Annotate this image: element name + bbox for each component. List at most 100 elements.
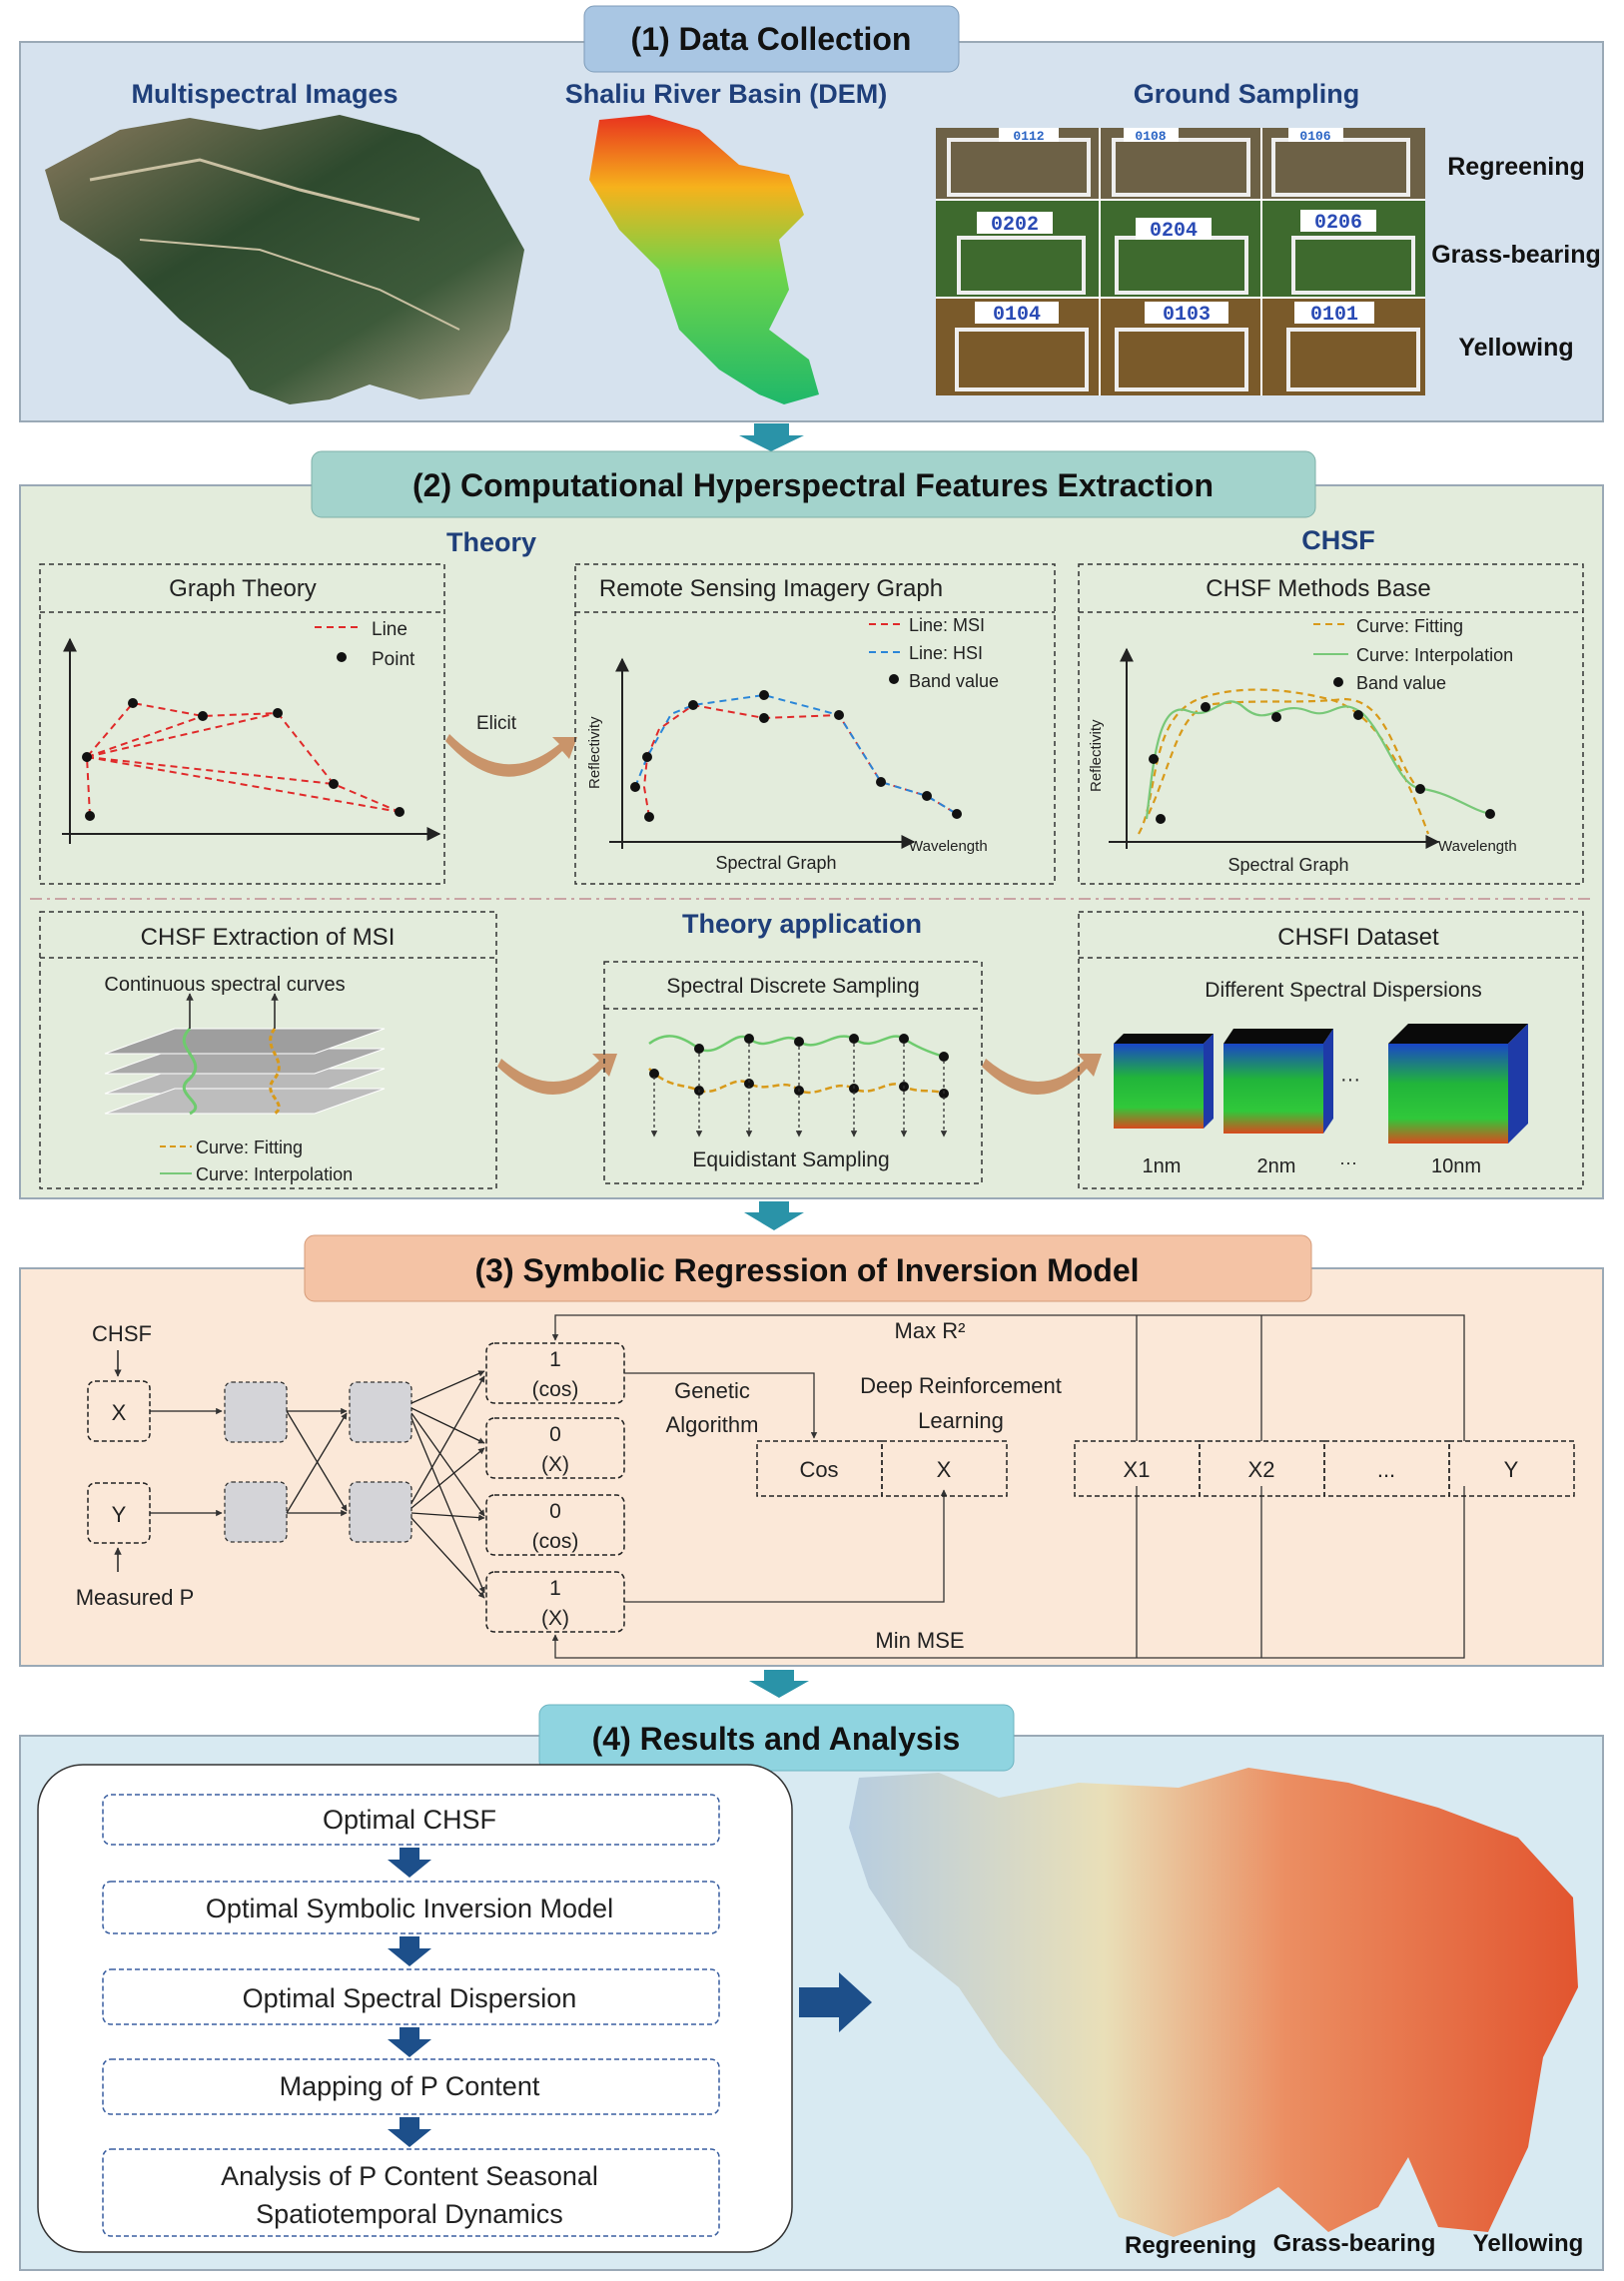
legend-line-msi: Line: MSI — [909, 615, 985, 635]
section3-title-box — [304, 1234, 1312, 1302]
section4-title-box — [538, 1704, 1015, 1772]
step-mapping: Mapping of P Content — [280, 2071, 540, 2101]
var-y: Y — [1504, 1457, 1519, 1482]
step-optimal-model: Optimal Symbolic Inversion Model — [206, 1894, 613, 1923]
plot-tag: 0202 — [991, 214, 1039, 237]
msi-legend-fitting: Curve: Fitting — [196, 1138, 303, 1157]
measured-p-label: Measured P — [76, 1585, 195, 1610]
legend-curve-fitting: Curve: Fitting — [1356, 616, 1463, 636]
slot-2-func: (X) — [541, 1453, 569, 1476]
chsf-input-label: CHSF — [92, 1321, 152, 1346]
chsfi-dataset-box — [1078, 911, 1584, 1189]
p-content-map — [849, 1768, 1578, 2237]
row-label-regreening: Regreening — [1447, 153, 1585, 181]
step-optimal-dispersion: Optimal Spectral Dispersion — [243, 1983, 577, 2013]
genetic-algorithm-label-2: Algorithm — [666, 1412, 759, 1437]
chsf-extraction-msi-box — [39, 911, 497, 1189]
mb-caption: Spectral Graph — [1227, 855, 1348, 875]
section4-title: (4) Results and Analysis — [592, 1721, 961, 1757]
section1-title-box — [583, 5, 960, 73]
flow-arrow-msi — [497, 1054, 617, 1096]
section2-title-box — [311, 450, 1316, 518]
section1-title: (1) Data Collection — [631, 21, 912, 57]
rsi-ylabel: Reflectivity — [586, 716, 603, 789]
rs-imagery-graph-box — [574, 563, 1056, 885]
rs-imagery-graph-title: Remote Sensing Imagery Graph — [599, 575, 943, 602]
ground-sampling-label: Ground Sampling — [1134, 79, 1360, 109]
row-label-grass-bearing: Grass-bearing — [1431, 241, 1601, 269]
slot-4-func: (X) — [541, 1607, 569, 1630]
step-optimal-chsf: Optimal CHSF — [323, 1805, 496, 1835]
mb-ylabel: Reflectivity — [1088, 719, 1105, 792]
cube-2nm — [1223, 1029, 1333, 1134]
elicit-label: Elicit — [476, 713, 517, 734]
max-r2-label: Max R² — [895, 1318, 966, 1343]
msi-legend-interpolation: Curve: Interpolation — [196, 1164, 353, 1184]
multispectral-image — [45, 115, 524, 404]
spectral-dispersions-label: Different Spectral Dispersions — [1205, 979, 1481, 1002]
equidistant-sampling-label: Equidistant Sampling — [692, 1148, 889, 1171]
msi-layer-stack — [104, 1028, 386, 1115]
theory-label: Theory — [446, 527, 536, 557]
graph-theory-box — [39, 563, 445, 885]
spectral-discrete-sampling-title: Spectral Discrete Sampling — [666, 975, 919, 998]
section3-title: (3) Symbolic Regression of Inversion Mod… — [474, 1252, 1139, 1288]
drl-label-1: Deep Reinforcement — [860, 1373, 1062, 1398]
map-label-yellowing: Yellowing — [1473, 2230, 1584, 2257]
var-x2: X2 — [1248, 1457, 1275, 1482]
step-down-arrows — [388, 1848, 431, 2147]
spectral-discrete-sampling-box — [603, 961, 983, 1184]
legend-point: Point — [372, 649, 415, 670]
step-analysis-1: Analysis of P Content Seasonal — [221, 2161, 598, 2191]
row-label-yellowing: Yellowing — [1458, 334, 1573, 362]
dem-label: Shaliu River Basin (DEM) — [565, 79, 888, 109]
legend-line-hsi: Line: HSI — [909, 643, 983, 663]
slot-3-func: (cos) — [532, 1530, 579, 1553]
cube-10nm — [1388, 1024, 1528, 1143]
flow-arrow-sampling — [982, 1054, 1102, 1096]
legend-line: Line — [372, 619, 407, 640]
plot-tag: 0206 — [1314, 212, 1362, 235]
legend-curve-interpolation: Curve: Interpolation — [1356, 645, 1513, 665]
legend-band-value: Band value — [909, 671, 999, 691]
dem-image — [589, 115, 819, 404]
multispectral-label: Multispectral Images — [131, 79, 398, 109]
continuous-curves-label: Continuous spectral curves — [104, 974, 345, 996]
cube-dots: ··· — [1340, 1069, 1360, 1091]
step-analysis-2: Spatiotemporal Dynamics — [256, 2199, 563, 2229]
theory-application-label: Theory application — [682, 909, 922, 939]
plot-tag: 0204 — [1150, 220, 1198, 243]
var-x1: X1 — [1124, 1457, 1151, 1482]
flow-arrow-3 — [749, 1670, 809, 1698]
plot-tag: 0101 — [1310, 304, 1358, 327]
slot-4-value: 1 — [549, 1577, 561, 1600]
section3-panel — [19, 1267, 1604, 1667]
plot-tag: 0112 — [1013, 129, 1044, 144]
map-label-regreening: Regreening — [1125, 2232, 1256, 2259]
plot-tag: 0103 — [1163, 304, 1211, 327]
legend-band-value-2: Band value — [1356, 673, 1446, 693]
dispersion-dots: ··· — [1339, 1152, 1357, 1172]
plot-tag: 0108 — [1135, 129, 1166, 144]
chsf-methods-base-title: CHSF Methods Base — [1206, 575, 1430, 602]
plot-tag: 0104 — [993, 304, 1041, 327]
chsf-methods-base-box — [1078, 563, 1584, 885]
flow-arrow-1 — [739, 423, 804, 451]
elicit-arrow — [445, 734, 577, 777]
chsfi-dataset-title: CHSFI Dataset — [1277, 924, 1439, 951]
rsi-caption: Spectral Graph — [715, 853, 836, 873]
genetic-algorithm-label-1: Genetic — [674, 1378, 750, 1403]
plot-tag: 0106 — [1299, 129, 1330, 144]
mb-fitting-curve — [1138, 688, 1430, 835]
dispersion-10nm: 10nm — [1431, 1155, 1481, 1177]
x-cell: X — [937, 1457, 952, 1482]
cube-1nm — [1114, 1034, 1214, 1129]
min-mse-label: Min MSE — [875, 1628, 964, 1653]
mb-xlabel: Wavelength — [1438, 838, 1517, 855]
rsi-xlabel: Wavelength — [909, 838, 988, 855]
dispersion-1nm: 1nm — [1143, 1155, 1182, 1177]
slot-2-value: 0 — [549, 1423, 561, 1446]
graph-theory-title: Graph Theory — [169, 575, 317, 602]
node-y-label: Y — [112, 1502, 127, 1527]
results-steps-card — [37, 1764, 793, 2253]
